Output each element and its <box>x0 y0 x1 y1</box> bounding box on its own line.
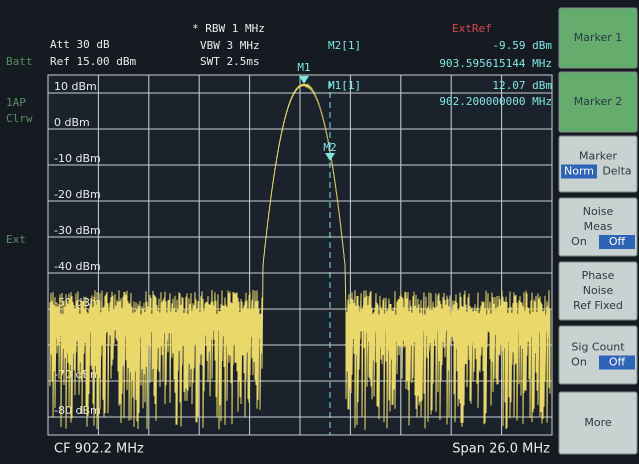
y-label: -10 dBm <box>54 152 101 165</box>
toggle-option[interactable]: On <box>571 235 587 248</box>
screen: 10 dBm 0 dBm -10 dBm -20 dBm -30 dBm -40 dBm -… <box>0 0 639 464</box>
softkey-label: Marker 2 <box>574 95 623 108</box>
y-label: -30 dBm <box>54 224 101 237</box>
att: Att 30 dB <box>50 38 110 51</box>
marker-freq: 903.595615144 MHz <box>439 57 552 70</box>
y-label: 0 dBm <box>54 116 90 129</box>
side-label: Clrw <box>6 112 33 125</box>
softkey-label: Ref Fixed <box>573 299 623 312</box>
swt: SWT 2.5ms <box>200 55 260 68</box>
y-label: 10 dBm <box>54 80 97 93</box>
span: Span 26.0 MHz <box>452 442 550 457</box>
softkey-label: Marker 1 <box>574 31 623 44</box>
side-label: Ext <box>6 233 26 246</box>
marker-tag: M2 <box>323 141 336 154</box>
marker-name: M2[1] <box>328 39 361 52</box>
softkey-label: More <box>584 416 612 429</box>
softkey-label: Phase <box>582 269 615 282</box>
marker-name: M1[1] <box>328 79 361 92</box>
softkey-label: Meas <box>584 220 613 233</box>
batt: Batt <box>6 55 33 68</box>
softkey-label: Marker <box>579 150 617 163</box>
softkey-label: Sig Count <box>571 341 625 354</box>
toggle-option[interactable]: On <box>571 356 587 369</box>
y-label: -20 dBm <box>54 188 101 201</box>
softkey-label: Noise <box>583 284 614 297</box>
ext-ref: ExtRef <box>452 22 492 35</box>
marker-tag: M1 <box>297 61 310 74</box>
softkey-label: Noise <box>583 205 614 218</box>
toggle-option[interactable]: Delta <box>602 165 631 178</box>
ref: Ref 15.00 dBm <box>50 55 136 68</box>
y-label: -40 dBm <box>54 260 101 273</box>
toggle-option[interactable]: Off <box>609 235 626 248</box>
side-label: 1AP <box>6 96 26 109</box>
marker-level: 12.07 dBm <box>492 79 552 92</box>
center-freq: CF 902.2 MHz <box>54 442 144 457</box>
vbw: VBW 3 MHz <box>200 39 260 52</box>
toggle-option[interactable]: Norm <box>564 165 594 178</box>
marker-freq: 902.200000000 MHz <box>439 95 552 108</box>
rbw: * RBW 1 MHz <box>192 22 265 35</box>
toggle-option[interactable]: Off <box>609 356 626 369</box>
marker-level: -9.59 dBm <box>492 39 552 52</box>
